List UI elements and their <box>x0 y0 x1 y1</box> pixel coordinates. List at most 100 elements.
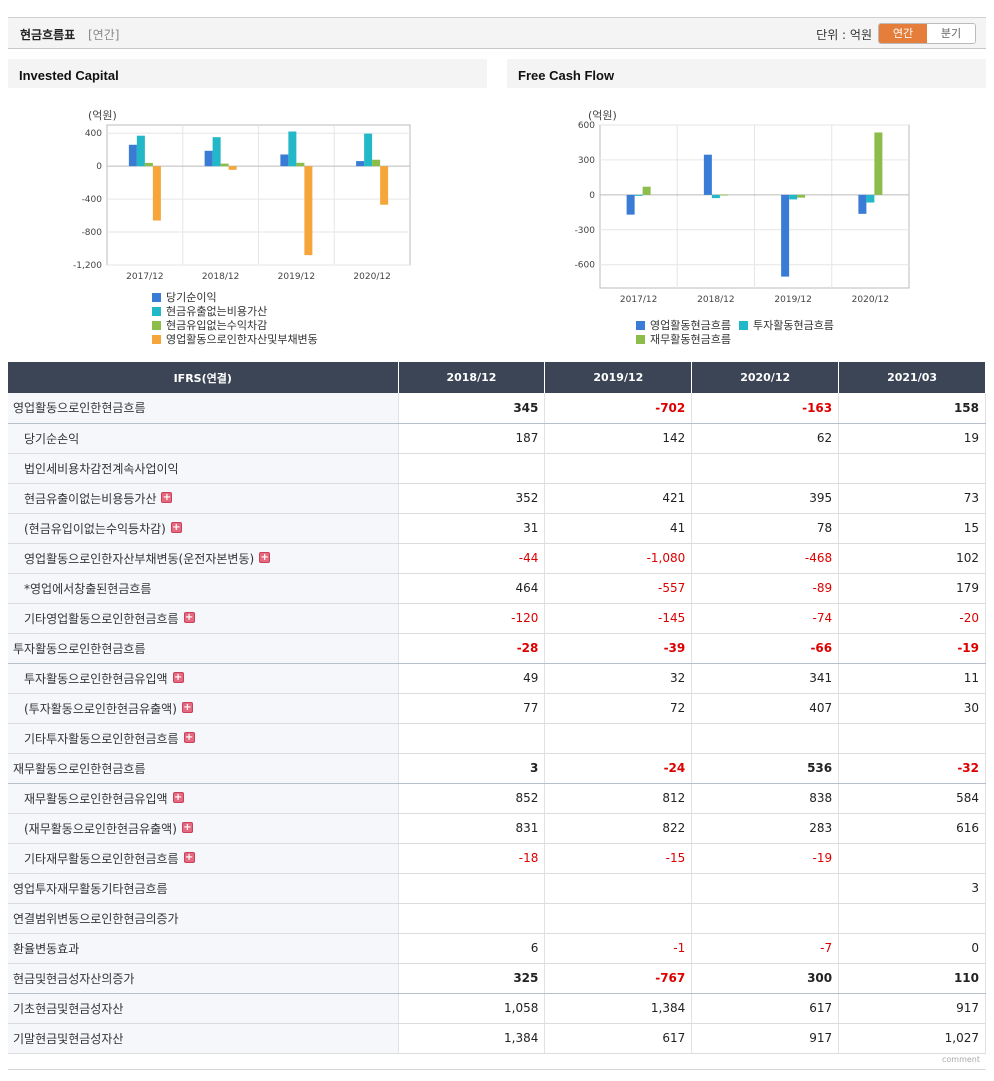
table-cell: 536 <box>691 753 840 784</box>
row-label: *영업에서창출된현금흐름 <box>8 573 399 604</box>
row-label: 기초현금및현금성자산 <box>8 993 399 1024</box>
bar <box>280 154 289 167</box>
table-row: *영업에서창출된현금흐름 464 -557 -89 179 <box>8 573 986 604</box>
bar <box>703 154 712 195</box>
legend-label: 영업활동으로인한자산및부채변동 <box>166 333 318 346</box>
row-label: 투자활동으로인한현금유입액 + <box>8 663 399 694</box>
table-cell: 352 <box>398 483 546 514</box>
table-cell <box>838 843 986 874</box>
table-cell: -767 <box>544 963 693 994</box>
bar <box>228 166 237 170</box>
row-label: (현금유입이없는수익등차감) + <box>8 513 399 544</box>
table-row: 투자활동으로인한현금유입액 +49 32 341 11 <box>8 663 986 694</box>
table-row: (현금유입이없는수익등차감) +31 41 78 15 <box>8 513 986 544</box>
table-cell: 464 <box>398 573 546 604</box>
y-tick-label: -300 <box>575 226 596 236</box>
table-cell <box>691 723 840 754</box>
row-label: 기타재무활동으로인한현금흐름 + <box>8 843 399 874</box>
bar <box>296 162 305 167</box>
x-tick-label: 2018/12 <box>697 295 734 305</box>
row-label-text: 연결범위변동으로인한현금의증가 <box>13 911 179 926</box>
bar <box>128 144 137 167</box>
bar <box>380 166 389 205</box>
table-cell: 30 <box>838 693 986 724</box>
expand-icon[interactable]: + <box>181 821 193 833</box>
bar <box>204 150 213 167</box>
table-cell: 110 <box>838 963 986 994</box>
table-cell: -20 <box>838 603 986 634</box>
bar <box>304 166 313 256</box>
row-label: 당기순손익 <box>8 423 399 454</box>
annual-tab[interactable]: 연간 <box>879 24 927 43</box>
table-cell: 341 <box>691 663 840 694</box>
row-label-text: 당기순손익 <box>24 431 80 446</box>
table-cell: 407 <box>691 693 840 724</box>
period-label: [연간] <box>88 28 120 42</box>
legend-item: 현금유입없는수익차감 <box>152 319 318 333</box>
expand-icon[interactable]: + <box>161 491 173 503</box>
bar <box>152 166 161 221</box>
legend-label: 당기순이익 <box>166 291 217 304</box>
table-cell: -24 <box>544 753 693 784</box>
row-label: 현금유출이없는비용등가산 + <box>8 483 399 514</box>
bar <box>212 137 221 167</box>
table-cell: -32 <box>838 753 986 784</box>
y-unit-label: (억원) <box>588 109 617 122</box>
bar <box>789 194 798 200</box>
legend-item: 현금유출없는비용가산 <box>152 305 318 319</box>
table-cell: 584 <box>838 783 986 814</box>
table-cell: 1,058 <box>398 993 546 1024</box>
row-label: (재무활동으로인한현금유출액) + <box>8 813 399 844</box>
invested-capital-title: Invested Capital <box>8 59 487 88</box>
table-cell: 822 <box>544 813 693 844</box>
table-corner: IFRS(연결) <box>8 362 399 393</box>
legend-label: 투자활동현금흐름 <box>752 319 834 332</box>
expand-icon[interactable]: + <box>183 731 195 743</box>
x-tick-label: 2020/12 <box>353 272 390 282</box>
bar <box>719 194 728 196</box>
expand-icon[interactable]: + <box>172 791 184 803</box>
bar <box>781 194 790 277</box>
legend-item: 영업활동으로인한자산및부채변동 <box>152 333 318 347</box>
table-cell <box>398 903 546 934</box>
table-header-row: IFRS(연결) 2018/12 2019/12 2020/12 2021/03 <box>8 362 986 393</box>
table-cell: -163 <box>691 393 840 424</box>
legend-swatch <box>636 320 645 330</box>
table-cell: 617 <box>544 1023 693 1054</box>
y-tick-label: 600 <box>578 121 595 131</box>
table-cell <box>838 453 986 484</box>
bar <box>874 132 883 195</box>
quarter-tab[interactable]: 분기 <box>927 24 975 43</box>
table-row: 투자활동으로인한현금흐름 -28 -39 -66 -19 <box>8 633 986 664</box>
comment-toggle[interactable]: comment <box>941 1055 980 1064</box>
section-header: 현금흐름표 [연간] 단위 : 억원 연간 분기 <box>8 17 986 49</box>
table-cell: -18 <box>398 843 546 874</box>
legend-item: 당기순이익 <box>152 291 318 305</box>
table-cell: 0 <box>838 933 986 964</box>
expand-icon[interactable]: + <box>259 551 271 563</box>
table-cell <box>838 903 986 934</box>
x-tick-label: 2017/12 <box>620 295 657 305</box>
row-label: 기타투자활동으로인한현금흐름 + <box>8 723 399 754</box>
x-tick-label: 2017/12 <box>126 272 163 282</box>
table-row: (투자활동으로인한현금유출액) +77 72 407 30 <box>8 693 986 724</box>
expand-icon[interactable]: + <box>181 701 193 713</box>
expand-icon[interactable]: + <box>170 521 182 533</box>
row-label-text: 현금및현금성자산의증가 <box>13 971 135 986</box>
y-tick-label: 0 <box>96 162 102 172</box>
row-label-text: 영업투자재무활동기타현금흐름 <box>13 881 168 896</box>
legend-label: 재무활동현금흐름 <box>650 333 731 346</box>
y-tick-label: 300 <box>578 156 595 166</box>
cash-flow-table: IFRS(연결) 2018/12 2019/12 2020/12 2021/03… <box>8 362 986 1054</box>
free-cash-flow-title: Free Cash Flow <box>507 59 986 88</box>
table-cell: -120 <box>398 603 546 634</box>
free-cash-flow-legend: 영업활동현금흐름 투자활동현금흐름 재무활동현금흐름 <box>636 319 876 347</box>
table-cell: 187 <box>398 423 546 454</box>
expand-icon[interactable]: + <box>183 611 195 623</box>
table-cell: -15 <box>544 843 693 874</box>
expand-icon[interactable]: + <box>172 671 184 683</box>
table-cell: -557 <box>544 573 693 604</box>
table-row: 기말현금및현금성자산 1,384 617 917 1,027 <box>8 1023 986 1054</box>
table-cell: -66 <box>691 633 840 664</box>
expand-icon[interactable]: + <box>183 851 195 863</box>
